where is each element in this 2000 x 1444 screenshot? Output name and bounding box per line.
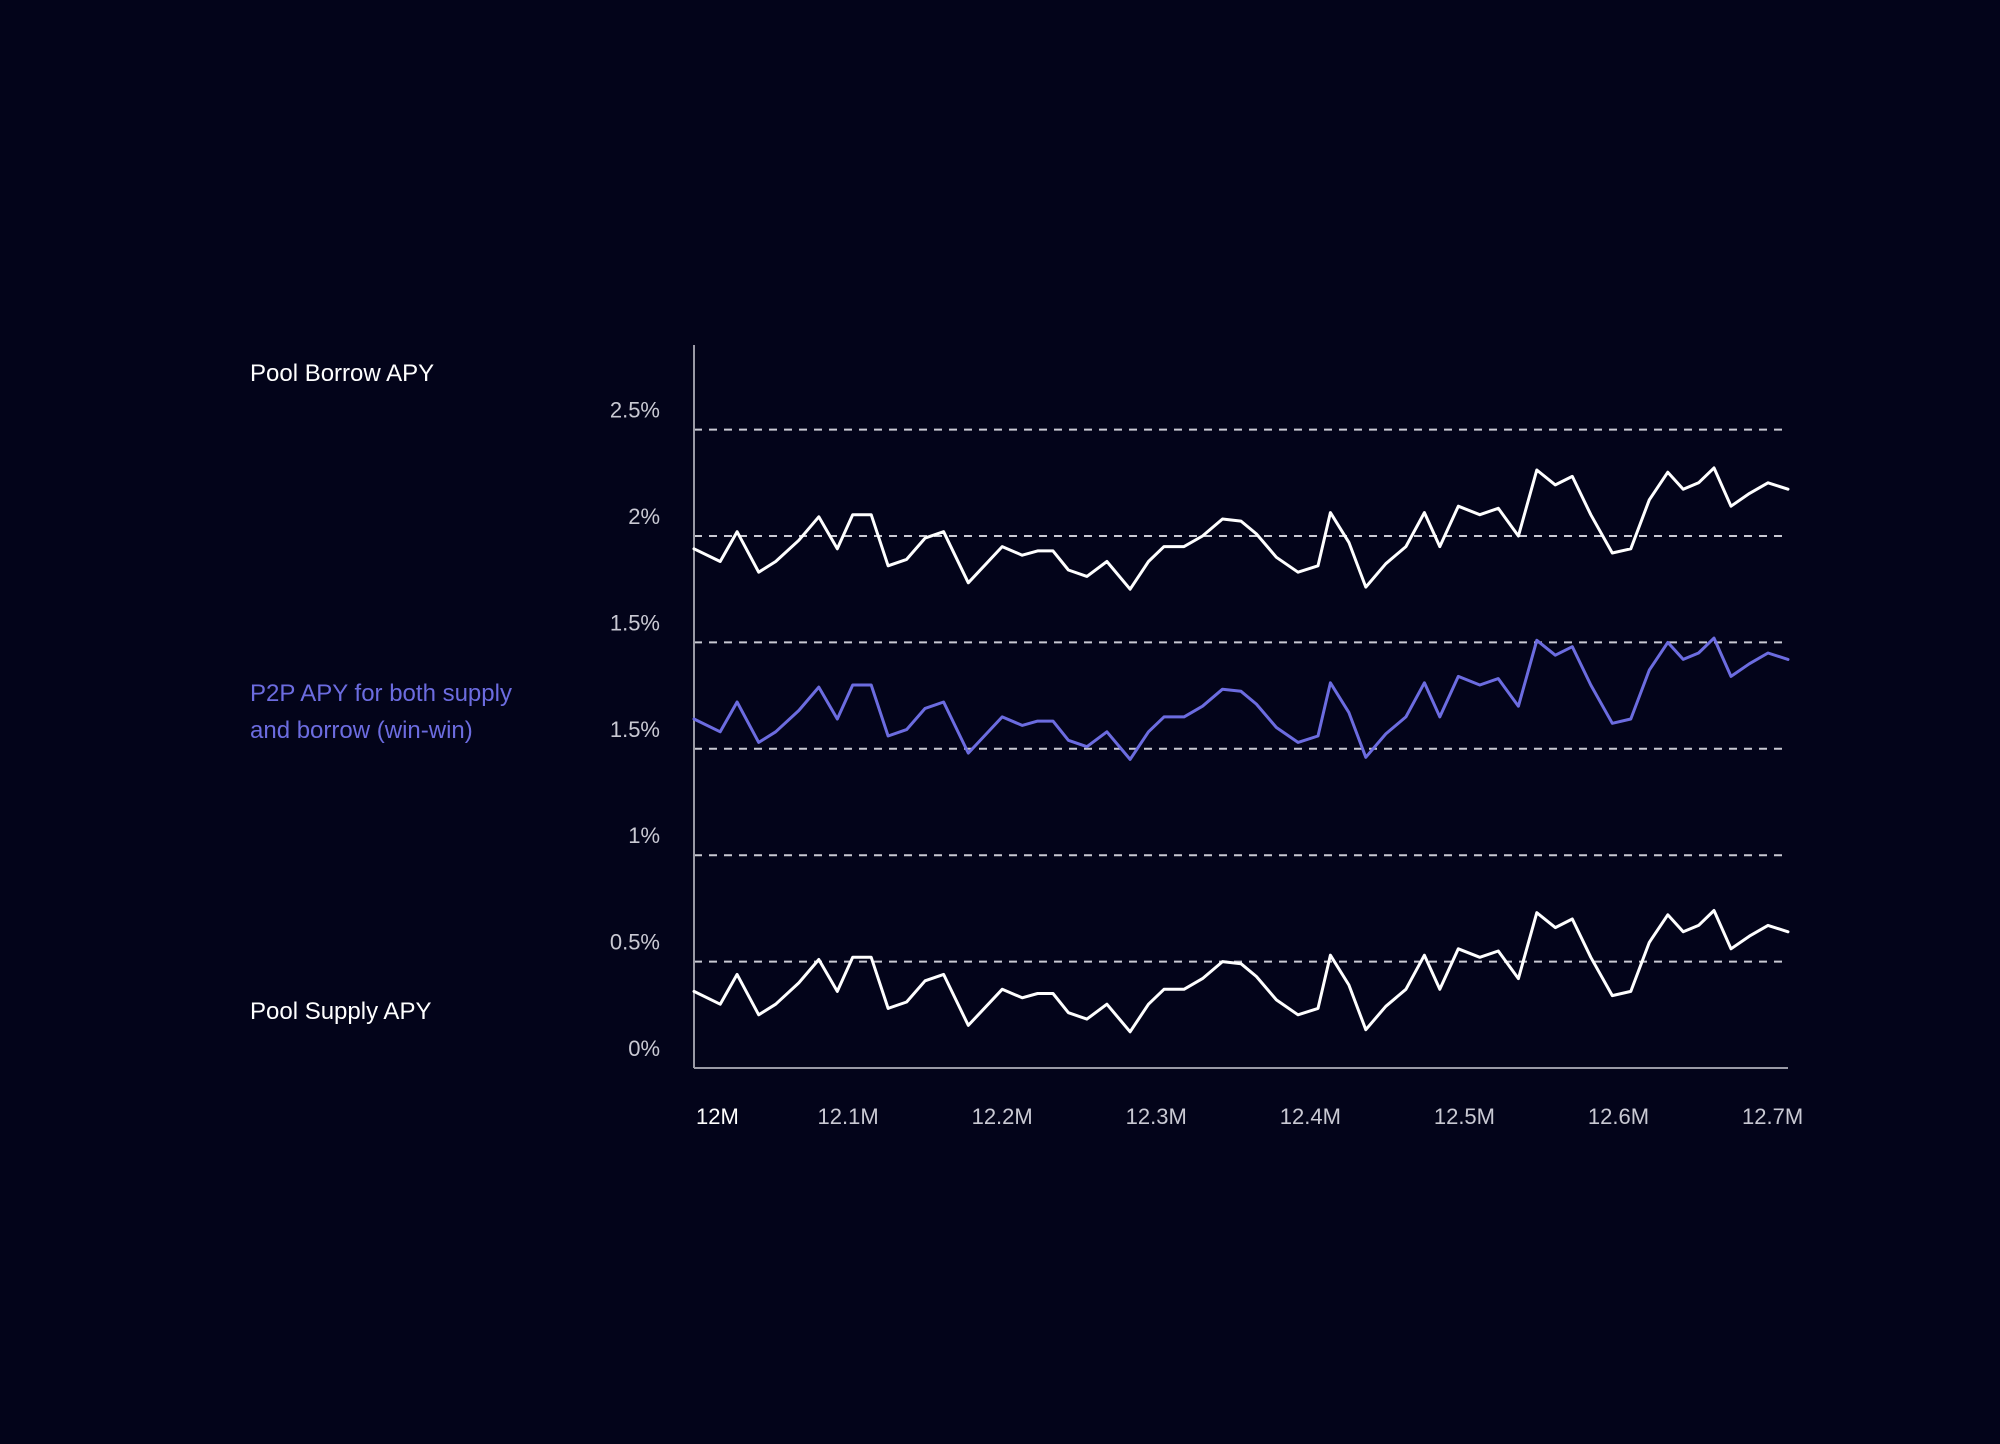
x-tick-label: 12.4M [1280, 1104, 1341, 1129]
y-tick-label: 2% [628, 504, 660, 529]
p2p-apy-line [692, 636, 1790, 761]
x-tick-label: 12M [696, 1104, 739, 1129]
pool-supply-apy-line [692, 909, 1790, 1034]
series-legend: Pool Borrow APY P2P APY for both supply … [250, 360, 519, 1025]
y-tick-label: 1.5% [610, 717, 660, 742]
x-tick-label: 12.3M [1126, 1104, 1187, 1129]
x-tick-label: 12.7M [1742, 1104, 1803, 1129]
y-tick-label: 1.5% [610, 610, 660, 635]
x-tick-label: 12.6M [1588, 1104, 1649, 1129]
x-tick-label: 12.1M [818, 1104, 879, 1129]
legend-pool-borrow-apy: Pool Borrow APY [250, 360, 434, 387]
x-axis-tick-labels: 12M 12.1M 12.2M 12.3M 12.4M 12.5M 12.6M 12.7M [696, 1104, 1803, 1129]
gridlines [694, 428, 1788, 963]
x-tick-label: 12.2M [972, 1104, 1033, 1129]
legend-p2p-apy: P2P APY for both supply and borrow (win-… [250, 680, 519, 744]
pool-borrow-apy-line [692, 466, 1790, 591]
legend-pool-supply-apy: Pool Supply APY [250, 998, 431, 1025]
y-axis-tick-labels: 0% 0.5% 1% 1.5% 1.5% 2% 2.5% [610, 398, 660, 1061]
axes [693, 345, 1788, 1069]
y-tick-label: 0.5% [610, 930, 660, 955]
y-tick-label: 0% [628, 1036, 660, 1061]
series-lines [692, 466, 1790, 1034]
legend-p2p-apy-line-1: P2P APY for both supply [250, 680, 512, 707]
legend-p2p-apy-line-2: and borrow (win-win) [250, 717, 473, 744]
x-tick-label: 12.5M [1434, 1104, 1495, 1129]
y-tick-label: 1% [628, 823, 660, 848]
y-tick-label: 2.5% [610, 398, 660, 423]
